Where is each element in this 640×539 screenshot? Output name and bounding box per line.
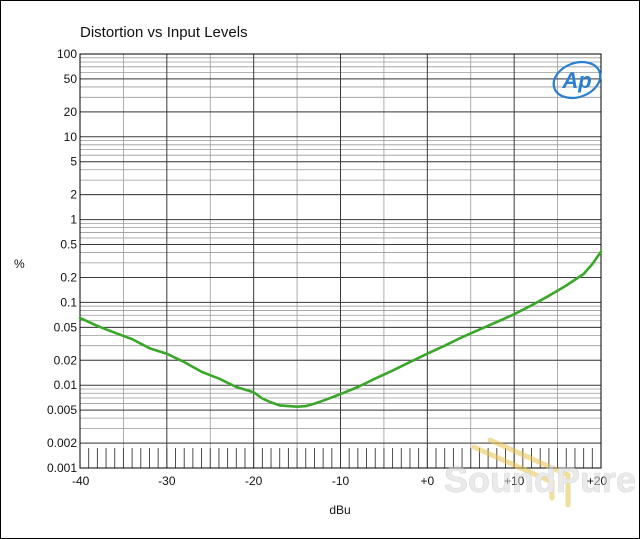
y-tick-label: 0.001 (47, 461, 77, 475)
y-tick-label: 0.01 (54, 378, 78, 392)
x-tick-labels: -40 -30 -20 -10 +0 +10 +20 (72, 474, 608, 488)
y-tick-label: 0.005 (47, 403, 77, 417)
chart-title: Distortion vs Input Levels (80, 24, 248, 41)
x-tick-label: -40 (72, 474, 90, 488)
y-tick-labels: 0.001 0.002 0.005 0.01 0.02 0.05 0.1 0.2 0.5 1 2 5 1… (47, 47, 77, 475)
x-tick-label: -30 (158, 474, 176, 488)
x-tick-label: +0 (420, 474, 434, 488)
x-tick-label: +20 (587, 474, 608, 488)
soundpure-watermark: SoundPure (444, 437, 636, 508)
y-tick-label: 0.5 (60, 238, 77, 252)
y-tick-label: 2 (70, 188, 77, 202)
ap-logo: Ap (552, 60, 602, 100)
watermark-tuning-fork-icon (471, 437, 571, 508)
y-tick-label: 50 (64, 72, 78, 86)
major-gridlines (79, 53, 602, 469)
ap-logo-ring (552, 60, 602, 100)
y-tick-label: 0.02 (54, 353, 78, 367)
plot-area-border (79, 53, 602, 469)
y-axis-label: % (14, 257, 25, 271)
x-axis-label: dBu (329, 503, 350, 517)
x-tick-label: -10 (332, 474, 350, 488)
y-tick-label: 20 (64, 105, 78, 119)
y-tick-label: 10 (64, 130, 78, 144)
ap-logo-text: Ap (561, 68, 591, 93)
y-tick-label: 0.002 (47, 436, 77, 450)
watermark-text: SoundPure (444, 459, 636, 500)
series-line (78, 250, 603, 409)
y-tick-label: 0.1 (60, 295, 77, 309)
y-tick-label: 1 (70, 213, 77, 227)
y-tick-label: 0.2 (60, 270, 77, 284)
y-tick-label: 100 (57, 47, 77, 61)
series-layer (78, 250, 603, 409)
x-tick-label: -20 (245, 474, 263, 488)
y-tick-label: 5 (70, 155, 77, 169)
x-tick-label: +10 (504, 474, 525, 488)
y-tick-label: 0.05 (54, 320, 78, 334)
